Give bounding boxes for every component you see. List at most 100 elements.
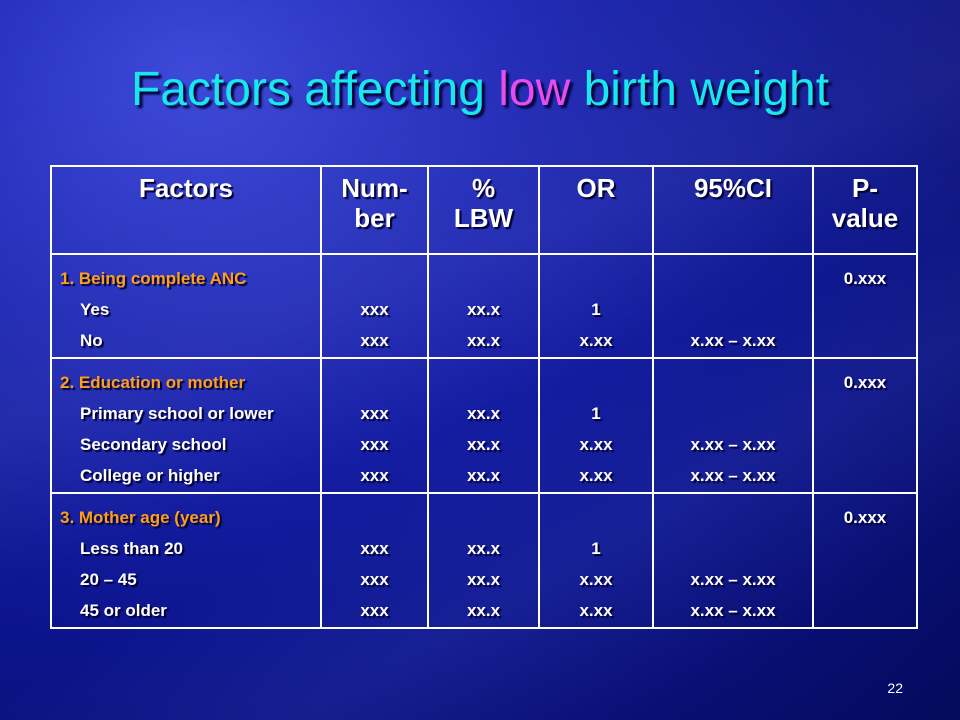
- header-line: value: [831, 203, 899, 233]
- number-value: xxx: [360, 539, 389, 558]
- header-line: Factors: [139, 173, 233, 203]
- or-value: x.xx: [579, 570, 613, 589]
- section-heading: 2. Education or mother: [60, 373, 246, 392]
- ci-value: x.xx – x.xx: [690, 601, 776, 620]
- spacer-line: [655, 367, 811, 398]
- lbw-value: xx.x: [466, 331, 501, 350]
- number-cell: xxx xxx: [320, 253, 429, 359]
- p-value-cell: 0.xxx: [812, 253, 918, 359]
- slide-title: Factors affecting low birth weight: [0, 62, 960, 117]
- or-cell: 1 x.xx x.xx: [538, 492, 654, 629]
- section-row: 3. Mother age (year) Less than 20 20 – 45 4…: [50, 492, 918, 629]
- number-value: xxx: [360, 331, 389, 350]
- or-value: x.xx: [579, 466, 613, 485]
- spacer-line: [541, 502, 651, 533]
- number-cell: xxx xxx xxx: [320, 492, 429, 629]
- header-p-value: P-value: [812, 165, 918, 255]
- factor-item: College or higher: [80, 466, 220, 485]
- factor-item: Less than 20: [80, 539, 183, 558]
- header-line: 95%CI: [693, 173, 773, 203]
- page-number: 22: [887, 680, 903, 696]
- lbw-cell: xx.x xx.x xx.x: [427, 492, 540, 629]
- header-line: P-: [852, 173, 878, 203]
- lbw-value: xx.x: [466, 539, 501, 558]
- factor-cell: 2. Education or mother Primary school or …: [50, 357, 322, 494]
- number-cell: xxx xxx xxx: [320, 357, 429, 494]
- section-heading: 3. Mother age (year): [60, 508, 221, 527]
- number-value: xxx: [360, 404, 389, 423]
- number-value: xxx: [360, 435, 389, 454]
- number-value: xxx: [360, 570, 389, 589]
- table-body: 1. Being complete ANC Yes No xxx xxx xx.x xx.x…: [50, 253, 918, 629]
- spacer-line: [655, 502, 811, 533]
- factor-item: No: [80, 331, 103, 350]
- ci-cell: x.xx – x.xx x.xx – x.xx: [652, 357, 814, 494]
- title-text-part1: Factors affecting: [130, 63, 499, 116]
- or-value: 1: [591, 404, 601, 423]
- header-number: Num-ber: [320, 165, 429, 255]
- spacer-line: [541, 367, 651, 398]
- spacer-line: [323, 502, 426, 533]
- or-value: 1: [591, 300, 601, 319]
- p-value-cell: 0.xxx: [812, 357, 918, 494]
- spacer-line: [541, 263, 651, 294]
- lbw-cell: xx.x xx.x: [427, 253, 540, 359]
- spacer-line: [430, 502, 537, 533]
- number-value: xxx: [360, 466, 389, 485]
- ci-value: x.xx – x.xx: [690, 331, 776, 350]
- or-value: 1: [591, 539, 601, 558]
- factor-cell: 1. Being complete ANC Yes No: [50, 253, 322, 359]
- header-factors: Factors: [50, 165, 322, 255]
- number-value: xxx: [360, 300, 389, 319]
- ci-cell: x.xx – x.xx: [652, 253, 814, 359]
- factor-item: 45 or older: [80, 601, 167, 620]
- factor-item: Secondary school: [80, 435, 227, 454]
- title-text-part2: birth weight: [570, 63, 830, 116]
- header-line: ber: [354, 203, 395, 233]
- or-cell: 1 x.xx: [538, 253, 654, 359]
- lbw-cell: xx.x xx.x xx.x: [427, 357, 540, 494]
- p-value: 0.xxx: [843, 373, 887, 392]
- ci-value: x.xx – x.xx: [690, 570, 776, 589]
- p-value: 0.xxx: [843, 269, 887, 288]
- factor-item: Yes: [80, 300, 110, 319]
- table-header-row: Factors Num-ber % LBW OR 95%CI P-value: [50, 165, 918, 255]
- ci-value: x.xx – x.xx: [690, 435, 776, 454]
- header-line: Num-: [341, 173, 408, 203]
- or-cell: 1 x.xx x.xx: [538, 357, 654, 494]
- ci-value: [655, 398, 811, 429]
- title-highlight: low: [498, 63, 571, 116]
- p-value: 0.xxx: [843, 508, 887, 527]
- number-value: xxx: [360, 601, 389, 620]
- ci-value: x.xx – x.xx: [690, 466, 776, 485]
- spacer-line: [323, 263, 426, 294]
- spacer-line: [430, 367, 537, 398]
- factor-cell: 3. Mother age (year) Less than 20 20 – 45 4…: [50, 492, 322, 629]
- header-line: %: [471, 173, 496, 203]
- ci-cell: x.xx – x.xx x.xx – x.xx: [652, 492, 814, 629]
- header-ci: 95%CI: [652, 165, 814, 255]
- header-or: OR: [538, 165, 654, 255]
- lbw-value: xx.x: [466, 466, 501, 485]
- lbw-value: xx.x: [466, 601, 501, 620]
- lbw-value: xx.x: [466, 300, 501, 319]
- factor-item: Primary school or lower: [80, 404, 274, 423]
- header-percent-lbw: % LBW: [427, 165, 540, 255]
- or-value: x.xx: [579, 331, 613, 350]
- p-value-cell: 0.xxx: [812, 492, 918, 629]
- spacer-line: [323, 367, 426, 398]
- lbw-value: xx.x: [466, 435, 501, 454]
- section-row: 1. Being complete ANC Yes No xxx xxx xx.x xx.x…: [50, 253, 918, 359]
- ci-value: [655, 533, 811, 564]
- spacer-line: [430, 263, 537, 294]
- or-value: x.xx: [579, 435, 613, 454]
- or-value: x.xx: [579, 601, 613, 620]
- spacer-line: [655, 263, 811, 294]
- ci-value: [655, 294, 811, 325]
- factors-table: Factors Num-ber % LBW OR 95%CI P-value 1.…: [50, 165, 918, 629]
- header-line: LBW: [453, 203, 514, 233]
- lbw-value: xx.x: [466, 570, 501, 589]
- lbw-value: xx.x: [466, 404, 501, 423]
- section-heading: 1. Being complete ANC: [60, 269, 247, 288]
- section-row: 2. Education or mother Primary school or …: [50, 357, 918, 494]
